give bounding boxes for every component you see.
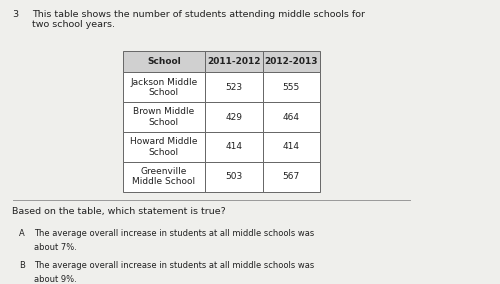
Text: 414: 414 — [283, 143, 300, 151]
Text: School: School — [147, 57, 180, 66]
Text: B: B — [19, 261, 25, 270]
Text: 523: 523 — [225, 83, 242, 92]
Text: about 9%.: about 9%. — [34, 275, 77, 284]
Text: 429: 429 — [225, 113, 242, 122]
Text: Greenville
Middle School: Greenville Middle School — [132, 167, 196, 187]
Text: 503: 503 — [225, 172, 242, 181]
Text: 555: 555 — [282, 83, 300, 92]
Text: 414: 414 — [225, 143, 242, 151]
Text: Brown Middle
School: Brown Middle School — [133, 107, 194, 127]
Text: 567: 567 — [282, 172, 300, 181]
Text: two school years.: two school years. — [32, 20, 116, 29]
Text: The average overall increase in students at all middle schools was: The average overall increase in students… — [34, 261, 314, 270]
Text: This table shows the number of students attending middle schools for: This table shows the number of students … — [32, 10, 365, 19]
Text: A: A — [19, 229, 25, 238]
Text: 3: 3 — [12, 10, 18, 19]
Text: 2011-2012: 2011-2012 — [207, 57, 260, 66]
Text: 464: 464 — [283, 113, 300, 122]
Text: Jackson Middle
School: Jackson Middle School — [130, 78, 198, 97]
Text: Howard Middle
School: Howard Middle School — [130, 137, 198, 157]
Text: Based on the table, which statement is true?: Based on the table, which statement is t… — [12, 207, 226, 216]
Text: 2012-2013: 2012-2013 — [264, 57, 318, 66]
Text: about 7%.: about 7%. — [34, 243, 77, 252]
Text: The average overall increase in students at all middle schools was: The average overall increase in students… — [34, 229, 314, 238]
